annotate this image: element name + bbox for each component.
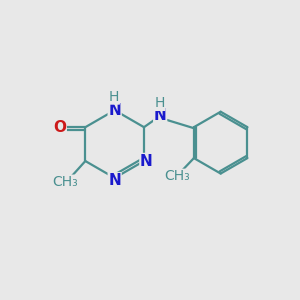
Text: O: O [53, 120, 66, 135]
Text: CH₃: CH₃ [53, 175, 79, 189]
Text: H: H [154, 96, 165, 110]
Text: N: N [108, 173, 121, 188]
Text: CH₃: CH₃ [164, 169, 190, 183]
Text: N: N [154, 109, 167, 124]
Text: N: N [108, 103, 121, 118]
Text: H: H [109, 90, 119, 104]
Text: N: N [140, 154, 153, 169]
